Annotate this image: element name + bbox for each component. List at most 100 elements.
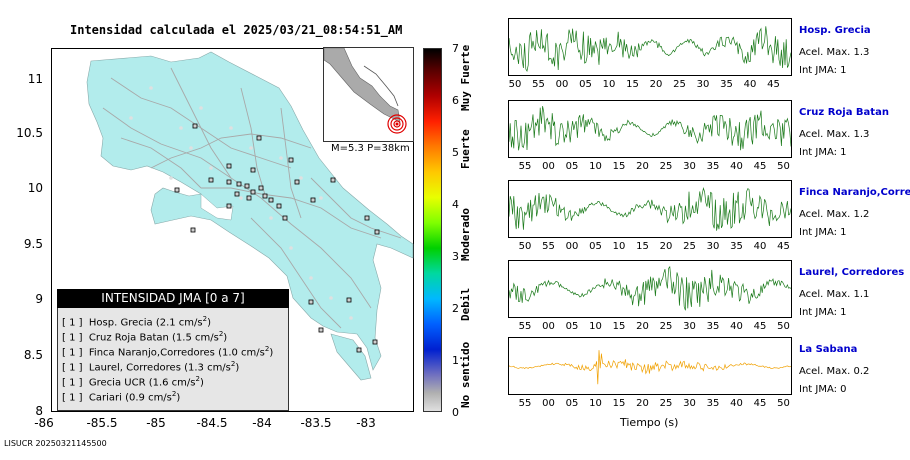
colorbar-label-fuerte: Fuerte <box>459 129 472 169</box>
legend-row: [ 1 ] Finca Naranjo,Corredores (1.0 cm/s… <box>62 345 273 358</box>
time-tick: 05 <box>589 241 602 252</box>
lon-tick: -84 <box>252 416 272 430</box>
legend-level: [ 1 ] <box>62 317 83 329</box>
station-accel: Acel. Max. 1.3 <box>799 129 870 140</box>
time-tick: 40 <box>730 321 743 332</box>
legend-text: Hosp. Grecia (2.1 cm/s <box>88 317 203 329</box>
legend-level: [ 1 ] <box>62 362 83 374</box>
lon-tick: -86 <box>34 416 54 430</box>
time-tick: 10 <box>589 398 602 409</box>
legend-sup: 2 <box>218 330 224 338</box>
time-tick: 45 <box>767 79 780 90</box>
lat-tick: 9 <box>35 292 43 306</box>
time-tick: 25 <box>673 79 686 90</box>
legend-text: Cariari (0.9 cm/s <box>88 392 172 404</box>
waveform-panel <box>508 100 792 158</box>
station-intensity: Int JMA: 1 <box>799 307 847 318</box>
time-tick: 35 <box>706 398 720 409</box>
time-tick: 15 <box>612 398 626 409</box>
waveform-panel <box>508 337 792 395</box>
legend-close: ) <box>176 392 181 404</box>
waveform-panel <box>508 260 792 318</box>
legend-row: [ 1 ] Hosp. Grecia (2.1 cm/s2) <box>62 315 211 328</box>
lon-tick: -84.5 <box>196 416 228 430</box>
colorbar-tick: 7 <box>452 42 459 55</box>
time-tick: 30 <box>683 161 696 172</box>
waveform-line <box>508 350 792 385</box>
time-tick: 30 <box>696 79 710 90</box>
lat-tick: 11 <box>27 72 43 86</box>
colorbar-tick: 5 <box>452 146 459 159</box>
time-tick: 45 <box>777 241 790 252</box>
colorbar-label-no-sentido: No sentido <box>459 341 472 409</box>
inset-coast <box>363 65 399 107</box>
time-tick: 55 <box>518 161 532 172</box>
map-title: Intensidad calculada el 2025/03/21_08:54… <box>70 23 403 37</box>
time-tick: 25 <box>659 398 673 409</box>
lon-tick: -83.5 <box>300 416 332 430</box>
legend-level: [ 1 ] <box>62 332 83 344</box>
time-tick: 55 <box>518 321 532 332</box>
legend-sup: 2 <box>195 375 200 383</box>
colorbar-tick: 1 <box>452 354 459 367</box>
time-tick: 50 <box>518 241 532 252</box>
time-tick: 00 <box>565 241 579 252</box>
lat-tick: 10 <box>27 181 43 195</box>
waveform-line <box>508 265 792 311</box>
land-costa-rica <box>86 51 414 371</box>
time-tick: 10 <box>589 161 602 172</box>
station-name: Finca Naranjo,Corredores <box>799 187 910 198</box>
legend-sup: 2 <box>264 345 270 353</box>
station-accel: Acel. Max. 0.2 <box>799 366 870 377</box>
legend-text: Laurel, Corredores (1.3 cm/s <box>88 362 231 374</box>
time-tick: 55 <box>532 79 545 90</box>
time-tick: 15 <box>612 161 626 172</box>
time-axis-label: Tiempo (s) <box>620 416 679 429</box>
inset-drawing <box>323 47 407 134</box>
time-tick: 55 <box>542 241 555 252</box>
legend-sup: 2 <box>171 390 177 398</box>
time-tick: 40 <box>730 161 743 172</box>
legend-sup: 2 <box>230 360 236 368</box>
legend-sup: 2 <box>202 315 208 323</box>
colorbar-label-moderado: Moderado <box>459 208 472 262</box>
time-tick: 30 <box>683 321 696 332</box>
station-name: Hosp. Grecia <box>799 25 871 36</box>
waveform-trace <box>508 265 792 311</box>
time-tick: 25 <box>659 321 673 332</box>
time-tick: 35 <box>706 321 720 332</box>
colorbar-tick: 4 <box>452 198 459 211</box>
time-tick: 15 <box>612 321 626 332</box>
time-tick: 50 <box>777 161 790 172</box>
time-tick: 20 <box>636 398 649 409</box>
waveform-trace <box>508 186 792 231</box>
station-accel: Acel. Max. 1.3 <box>799 47 870 58</box>
time-tick: 25 <box>683 241 696 252</box>
time-tick: 35 <box>706 161 720 172</box>
colorbar-tick: 3 <box>452 250 459 263</box>
time-tick: 40 <box>753 241 767 252</box>
waveform-trace <box>508 106 792 151</box>
legend-close: ) <box>199 377 204 389</box>
intensity-colorbar <box>423 48 442 412</box>
time-tick: 05 <box>565 321 579 332</box>
time-tick: 40 <box>743 79 757 90</box>
time-tick: 00 <box>555 79 569 90</box>
legend-row: [ 1 ] Cruz Roja Batan (1.5 cm/s2) <box>62 330 227 343</box>
land-osa <box>330 333 372 381</box>
time-tick: 20 <box>649 79 663 90</box>
station-accel: Acel. Max. 1.1 <box>799 289 870 300</box>
lon-tick: -85.5 <box>86 416 118 430</box>
epicenter-icon <box>387 114 407 134</box>
timestamp-stamp: LISUCR 20250321145500 <box>4 439 107 448</box>
time-tick: 45 <box>753 398 767 409</box>
legend-row: [ 1 ] Cariari (0.9 cm/s2) <box>62 390 180 403</box>
legend-close: ) <box>207 317 211 329</box>
time-tick: 20 <box>636 321 649 332</box>
town-dots <box>129 86 353 320</box>
lat-tick: 10.5 <box>16 126 43 140</box>
time-tick: 30 <box>706 241 720 252</box>
inset-map <box>323 47 414 142</box>
legend-text: Finca Naranjo,Corredores (1.0 cm/s <box>88 347 265 359</box>
legend-row: [ 1 ] Laurel, Corredores (1.3 cm/s2) <box>62 360 239 373</box>
